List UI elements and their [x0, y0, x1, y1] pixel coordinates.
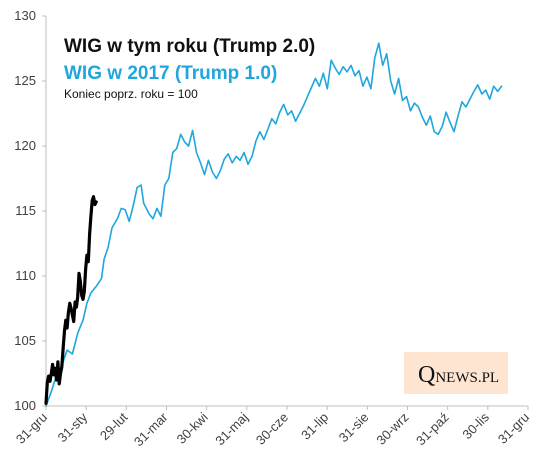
- chart-subtitle: WIG w 2017 (Trump 1.0): [64, 63, 277, 84]
- series-layer: [44, 42, 503, 407]
- y-tick-label: 130: [14, 8, 36, 23]
- series-line-trump-2: [44, 195, 98, 405]
- watermark-background: [404, 352, 508, 394]
- watermark-text: NEWS.PL: [435, 370, 499, 386]
- watermark-q: Q: [418, 362, 435, 388]
- y-tick-label: 115: [15, 203, 36, 218]
- qnews-watermark: QNEWS.PL: [404, 352, 508, 394]
- chart-title: WIG w tym roku (Trump 2.0): [64, 36, 315, 57]
- y-axis: 100 105 110 115 120 125 130: [14, 8, 47, 413]
- y-tick-label: 100: [14, 398, 36, 413]
- y-tick-label: 105: [14, 333, 36, 348]
- legend: WIG w tym roku (Trump 2.0) WIG w 2017 (T…: [64, 36, 315, 101]
- series-line-trump-1: [45, 42, 503, 407]
- y-tick-label: 110: [15, 268, 36, 283]
- y-tick-label: 120: [14, 138, 36, 153]
- y-tick-label: 125: [14, 73, 36, 88]
- baseline-note: Koniec poprz. roku = 100: [64, 87, 198, 101]
- svg-text:QNEWS.PL: QNEWS.PL: [418, 362, 499, 388]
